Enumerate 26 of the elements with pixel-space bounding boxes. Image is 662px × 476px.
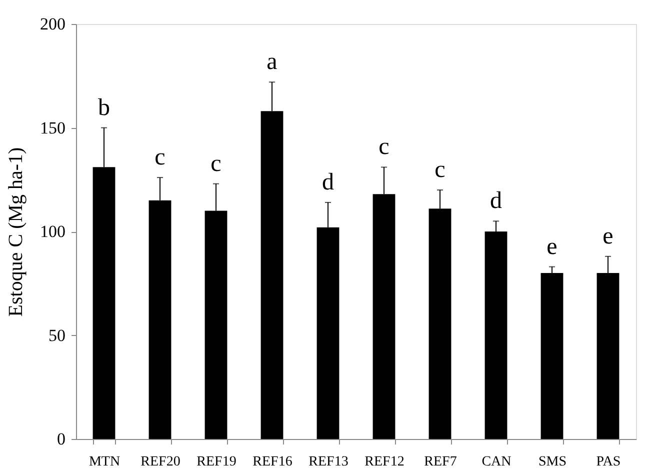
x-tick-label: REF13	[308, 454, 348, 470]
y-tick-label: 100	[40, 222, 66, 241]
x-tick-label: MTN	[88, 454, 120, 470]
x-tick-label: REF16	[252, 454, 292, 470]
x-tick-label: PAS	[596, 454, 621, 470]
x-tick-label: REF20	[140, 454, 180, 470]
annotation: c	[434, 157, 446, 183]
x-tick-label: REF12	[364, 454, 404, 470]
x-tick-label: REF19	[196, 454, 236, 470]
y-axis-title: Estoque C (Mg ha-1)	[5, 147, 27, 317]
y-tick-label: 0	[57, 430, 66, 448]
annotation: c	[210, 150, 222, 177]
annotation: a	[266, 49, 278, 76]
y-tick-label: 200	[40, 14, 66, 34]
annotation: d	[490, 188, 502, 214]
annotation: e	[546, 234, 558, 260]
annotation: c	[154, 144, 166, 171]
y-tick-label: 150	[40, 118, 66, 138]
x-tick-label: REF7	[424, 454, 457, 470]
annotation: c	[378, 134, 390, 160]
x-tick-label: CAN	[482, 454, 512, 470]
y-tick-label: 50	[48, 326, 66, 345]
x-tick-label: SMS	[538, 454, 567, 470]
annotation: b	[98, 94, 110, 121]
annotation: d	[322, 169, 334, 196]
annotation: e	[602, 223, 614, 250]
